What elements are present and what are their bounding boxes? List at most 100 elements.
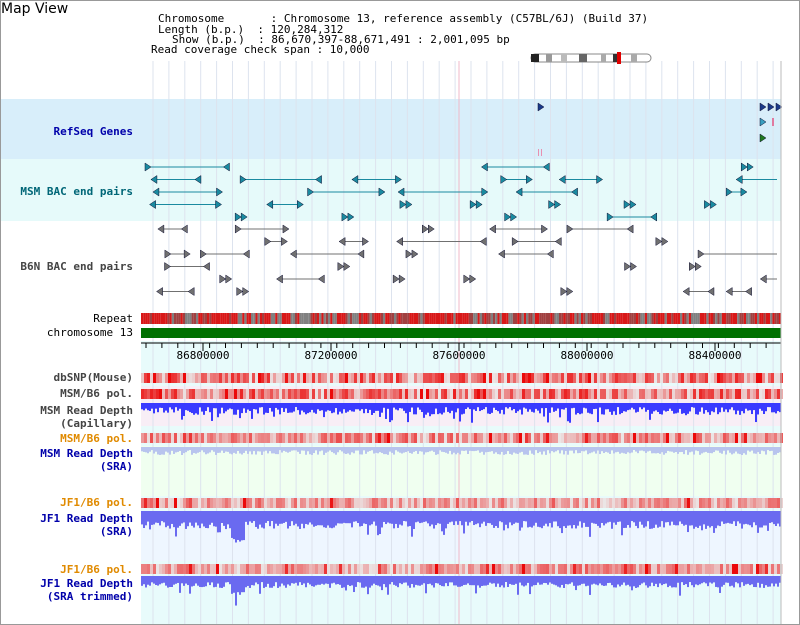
jf1-b6-pol-trimmed-heat-cell — [426, 564, 429, 574]
jf1-b6-pol-trimmed-heat-cell — [345, 564, 348, 574]
msm-sra-depth-bar — [641, 447, 643, 451]
jf1-b6-pol-heat-cell — [165, 498, 168, 508]
msm-capillary-depth-bar — [679, 403, 681, 409]
msm-b6-pol-heat-cell — [513, 389, 516, 399]
track-label-jf1-depth-sra[interactable]: JF1 Read Depth — [40, 512, 133, 525]
msm-bac-pair — [740, 162, 748, 172]
jf1-trimmed-depth-bar — [545, 576, 547, 584]
msm-capillary-depth-bar — [715, 403, 717, 408]
jf1-sra-depth-bar — [213, 511, 215, 527]
msm-capillary-depth-bar — [311, 403, 313, 410]
msm-capillary-depth-bar — [471, 403, 473, 423]
jf1-sra-depth-bar — [755, 511, 757, 526]
msm-b6-pol-heat-cell — [231, 389, 234, 399]
dbsnp-heat-cell — [744, 373, 747, 383]
msm-sra-depth-bar — [741, 447, 743, 455]
jf1-b6-pol-heat-cell — [228, 498, 231, 508]
msm-b6-pol-sra-heat-cell — [495, 433, 498, 443]
jf1-trimmed-depth-bar — [217, 576, 219, 584]
msm-capillary-depth-bar — [279, 403, 281, 415]
track-label-msm-b6-pol[interactable]: MSM/B6 pol. — [60, 387, 133, 400]
track-label-jf1-b6-pol[interactable]: JF1/B6 pol. — [60, 496, 133, 509]
msm-b6-pol-sra-heat-cell — [240, 433, 243, 443]
jf1-trimmed-depth-bar — [267, 576, 269, 584]
msm-capillary-depth-bar — [733, 403, 735, 411]
track-label-refseq-genes[interactable]: RefSeq Genes — [53, 125, 133, 138]
track-label-b6n-bac[interactable]: B6N BAC end pairs — [20, 260, 133, 273]
b6n-bac-pair — [183, 249, 191, 259]
msm-b6-pol-heat-cell — [618, 389, 621, 399]
msm-sra-depth-bar — [301, 447, 303, 451]
jf1-sra-depth-bar — [145, 511, 147, 526]
msm-b6-pol-heat-cell — [423, 389, 426, 399]
msm-sra-depth-bar — [201, 447, 203, 451]
msm-bac-pair — [504, 212, 512, 222]
msm-capillary-depth-bar — [165, 403, 167, 411]
b6n-bac-pair — [343, 262, 351, 271]
jf1-b6-pol-heat-cell — [576, 498, 579, 508]
track-label-dbsnp[interactable]: dbSNP(Mouse) — [53, 371, 133, 384]
msm-bac-pair — [347, 212, 355, 222]
jf1-sra-depth-bar — [347, 511, 349, 524]
msm-b6-pol-heat-cell — [165, 389, 168, 399]
repeat-segment — [765, 313, 768, 324]
msm-b6-pol-heat-cell — [288, 389, 291, 399]
jf1-b6-pol-heat-cell — [162, 498, 165, 508]
jf1-sra-depth-bar — [429, 511, 431, 527]
msm-capillary-depth-bar — [549, 403, 551, 413]
track-label-jf1-b6-pol-trimmed[interactable]: JF1/B6 pol. — [60, 563, 133, 576]
jf1-sra-depth-bar — [741, 511, 743, 529]
dbsnp-heat-cell — [288, 373, 291, 383]
repeat-segment — [695, 313, 698, 324]
jf1-trimmed-depth-bar — [533, 576, 535, 586]
msm-b6-pol-heat-cell — [363, 389, 366, 399]
jf1-trimmed-depth-bar — [425, 576, 427, 594]
jf1-b6-pol-heat-cell — [414, 498, 417, 508]
msm-b6-pol-heat-cell — [753, 389, 756, 399]
repeat-segment — [233, 313, 236, 324]
jf1-sra-depth-bar — [281, 511, 283, 524]
jf1-trimmed-depth-bar — [261, 576, 263, 583]
jf1-b6-pol-heat-cell — [726, 498, 729, 508]
jf1-b6-pol-trimmed-heat-cell — [501, 564, 504, 574]
msm-sra-depth-bar — [211, 447, 213, 451]
jf1-trimmed-depth-bar — [223, 576, 225, 587]
repeat-segment — [290, 313, 293, 324]
msm-b6-pol-heat-cell — [351, 389, 354, 399]
jf1-sra-depth-bar — [675, 511, 677, 526]
b6n-bac-pair — [276, 274, 283, 284]
jf1-trimmed-depth-bar — [601, 576, 603, 586]
track-label-msm-depth-sra[interactable]: MSM Read Depth — [40, 447, 133, 460]
track-label-msm-bac[interactable]: MSM BAC end pairs — [20, 185, 133, 198]
msm-capillary-depth-bar — [617, 403, 619, 408]
msm-sra-depth-bar — [585, 447, 587, 451]
track-label-msm-b6-pol-sra[interactable]: MSM/B6 pol. — [60, 432, 133, 445]
dbsnp-heat-cell — [261, 373, 264, 383]
repeat-segment — [684, 313, 687, 324]
msm-b6-pol-heat-cell — [237, 389, 240, 399]
msm-b6-pol-heat-cell — [420, 389, 423, 399]
jf1-trimmed-depth-bar — [393, 576, 395, 585]
jf1-b6-pol-trimmed-heat-cell — [555, 564, 558, 574]
jf1-b6-pol-trimmed-heat-cell — [564, 564, 567, 574]
repeat-segment — [719, 313, 722, 324]
track-label-jf1-depth-trimmed[interactable]: JF1 Read Depth — [40, 577, 133, 590]
b6n-bac-pair — [156, 287, 163, 296]
msm-b6-pol-heat-cell — [378, 389, 381, 399]
msm-b6-pol-heat-cell — [387, 389, 390, 399]
repeat-segment — [440, 313, 443, 324]
jf1-trimmed-depth-bar — [775, 576, 777, 584]
track-label-msm-depth-capillary[interactable]: MSM Read Depth — [40, 404, 133, 417]
jf1-b6-pol-trimmed-heat-cell — [363, 564, 366, 574]
dbsnp-heat-cell — [234, 373, 237, 383]
msm-b6-pol-heat-cell — [741, 389, 744, 399]
jf1-b6-pol-heat-cell — [645, 498, 648, 508]
jf1-sra-depth-bar — [451, 511, 453, 522]
jf1-sra-depth-bar — [703, 511, 705, 525]
msm-b6-pol-sra-heat-cell — [630, 433, 633, 443]
jf1-trimmed-depth-bar — [345, 576, 347, 591]
repeat-segment — [521, 313, 524, 324]
msm-capillary-depth-bar — [173, 403, 175, 413]
jf1-b6-pol-trimmed-heat-cell — [432, 564, 435, 574]
